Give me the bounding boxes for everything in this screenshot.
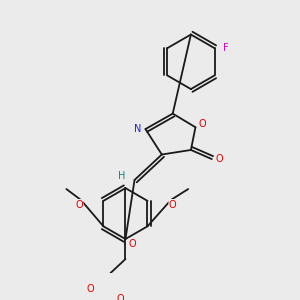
Text: O: O — [86, 284, 94, 294]
Text: O: O — [129, 238, 136, 249]
Text: O: O — [215, 154, 223, 164]
Text: H: H — [118, 171, 125, 181]
Text: O: O — [75, 200, 83, 209]
Text: N: N — [134, 124, 142, 134]
Text: O: O — [199, 118, 206, 129]
Text: F: F — [223, 43, 228, 53]
Text: O: O — [116, 294, 124, 300]
Text: O: O — [169, 200, 176, 209]
